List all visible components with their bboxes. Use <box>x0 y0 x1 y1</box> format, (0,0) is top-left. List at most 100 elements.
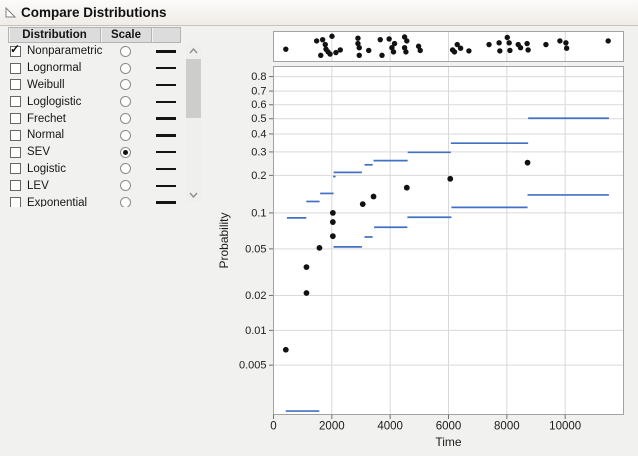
distribution-label[interactable]: Weibull <box>27 78 65 91</box>
scale-radio[interactable] <box>120 129 131 141</box>
event-point[interactable] <box>389 45 395 51</box>
scrollbar-down-button[interactable] <box>186 187 201 202</box>
midpoint-estimate-point[interactable] <box>282 346 289 353</box>
distribution-scrollbar[interactable] <box>186 43 201 202</box>
distribution-checkbox[interactable] <box>10 146 21 158</box>
event-point[interactable] <box>366 47 372 54</box>
event-point[interactable] <box>524 40 530 47</box>
scale-radio[interactable] <box>120 163 131 175</box>
event-point[interactable] <box>356 52 362 58</box>
event-point[interactable] <box>504 34 510 41</box>
event-point[interactable] <box>496 40 502 46</box>
scale-radio[interactable] <box>120 62 131 74</box>
y-tick-label: 0.8 <box>251 71 266 83</box>
event-point[interactable] <box>379 52 385 58</box>
disclosure-triangle-icon[interactable] <box>4 6 17 19</box>
event-point[interactable] <box>451 49 458 55</box>
event-point[interactable] <box>337 47 343 53</box>
event-point[interactable] <box>390 49 397 55</box>
event-point[interactable] <box>525 47 531 53</box>
distribution-checkbox[interactable] <box>10 197 21 207</box>
event-point[interactable] <box>386 36 392 42</box>
event-point[interactable] <box>318 52 324 58</box>
distribution-checkbox[interactable] <box>10 79 21 91</box>
distribution-checkbox[interactable]: ✓ <box>10 43 21 57</box>
event-point[interactable] <box>401 45 408 51</box>
event-point[interactable] <box>327 51 333 57</box>
event-point[interactable] <box>415 43 422 49</box>
midpoint-estimate-point[interactable] <box>329 209 336 216</box>
event-point[interactable] <box>605 38 611 44</box>
event-point[interactable] <box>283 46 289 52</box>
y-tick-label: 0.005 <box>239 360 267 372</box>
distribution-cell: SEV <box>8 146 100 158</box>
distribution-label[interactable]: Logistic <box>27 162 66 175</box>
distribution-label[interactable]: Frechet <box>27 112 66 125</box>
scale-radio[interactable] <box>120 146 131 158</box>
event-point[interactable] <box>355 35 361 41</box>
midpoint-estimate-point[interactable] <box>316 244 323 251</box>
scale-radio[interactable] <box>120 113 131 125</box>
event-point[interactable] <box>517 45 524 51</box>
y-axis-title[interactable]: Probability <box>217 212 231 268</box>
distribution-checkbox[interactable] <box>10 62 21 74</box>
distribution-label[interactable]: Exponential <box>27 196 88 207</box>
distribution-checkbox[interactable] <box>10 180 21 192</box>
distribution-checkbox[interactable] <box>10 163 21 175</box>
event-point[interactable] <box>356 45 362 51</box>
event-point[interactable] <box>403 49 409 55</box>
scale-radio[interactable] <box>120 79 131 91</box>
event-point[interactable] <box>322 41 328 48</box>
x-tick-label: 2000 <box>319 421 345 433</box>
midpoint-estimate-point[interactable] <box>303 290 310 296</box>
distribution-checkbox[interactable] <box>10 96 21 108</box>
distribution-checkbox[interactable] <box>10 113 21 125</box>
midpoint-estimate-point[interactable] <box>524 159 531 166</box>
event-point[interactable] <box>333 49 339 56</box>
event-point[interactable] <box>313 38 320 44</box>
distribution-label[interactable]: Lognormal <box>27 62 82 75</box>
event-point[interactable] <box>404 38 410 44</box>
event-point[interactable] <box>329 33 335 39</box>
event-point[interactable] <box>507 47 513 54</box>
distribution-label[interactable]: Loglogistic <box>27 95 82 108</box>
distribution-label[interactable]: Normal <box>27 129 65 142</box>
event-point[interactable] <box>377 36 383 43</box>
event-point[interactable] <box>563 40 569 46</box>
midpoint-estimate-point[interactable] <box>329 219 336 225</box>
distribution-label[interactable]: Nonparametric <box>27 45 103 58</box>
line-style-sample <box>156 83 176 87</box>
line-style-sample <box>156 150 176 154</box>
midpoint-estimate-point[interactable] <box>329 233 336 240</box>
distribution-checkbox[interactable] <box>10 129 21 141</box>
event-point[interactable] <box>557 38 563 44</box>
scale-radio[interactable] <box>120 45 131 57</box>
event-point[interactable] <box>457 45 464 51</box>
midpoint-estimate-point[interactable] <box>403 184 410 191</box>
event-point[interactable] <box>355 40 361 47</box>
event-point[interactable] <box>563 45 570 51</box>
event-point[interactable] <box>391 40 398 47</box>
x-axis-title[interactable]: Time <box>435 435 462 449</box>
scale-radio[interactable] <box>120 180 131 192</box>
event-point[interactable] <box>319 36 326 43</box>
scale-radio[interactable] <box>120 96 131 108</box>
event-point[interactable] <box>543 41 549 48</box>
scrollbar-thumb[interactable] <box>186 59 201 118</box>
midpoint-estimate-point[interactable] <box>370 193 377 200</box>
event-point[interactable] <box>417 47 423 54</box>
event-point[interactable] <box>466 48 472 54</box>
event-point[interactable] <box>506 40 512 46</box>
event-point[interactable] <box>486 41 492 48</box>
event-point[interactable] <box>497 48 503 54</box>
midpoint-estimate-point[interactable] <box>447 175 454 182</box>
event-point[interactable] <box>454 41 460 48</box>
midpoint-estimate-point[interactable] <box>359 201 366 208</box>
scrollbar-up-button[interactable] <box>186 43 201 58</box>
scale-radio[interactable] <box>120 197 131 207</box>
midpoint-estimate-point[interactable] <box>303 264 310 271</box>
linestyle-cell <box>151 167 181 171</box>
distribution-label[interactable]: LEV <box>27 179 49 192</box>
distribution-label[interactable]: SEV <box>27 146 51 159</box>
